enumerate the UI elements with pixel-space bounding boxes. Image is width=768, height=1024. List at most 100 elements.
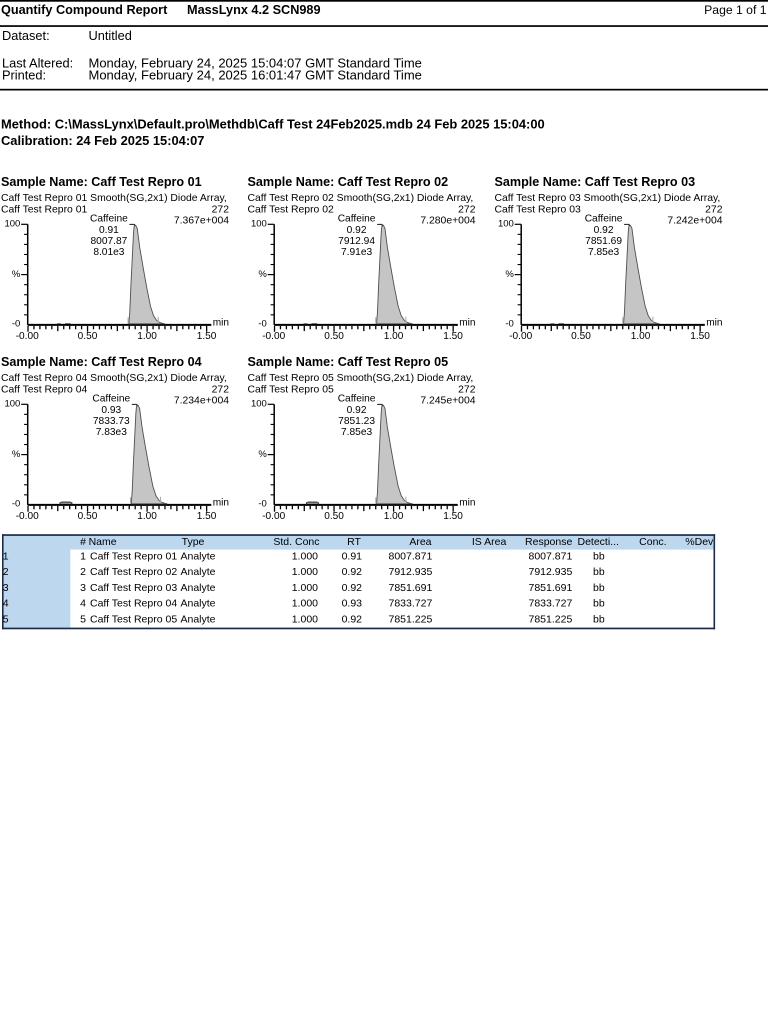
- svg-text:%: %: [258, 449, 267, 460]
- svg-text:Analyte: Analyte: [181, 582, 216, 594]
- svg-text:1: 1: [3, 551, 9, 563]
- svg-text:%Dev: %Dev: [685, 536, 714, 548]
- svg-text:1.000: 1.000: [292, 598, 318, 610]
- svg-text:7.83e3: 7.83e3: [96, 427, 127, 438]
- svg-text:Conc.: Conc.: [639, 536, 666, 548]
- svg-text:Untitled: Untitled: [89, 28, 132, 43]
- svg-text:272: 272: [212, 204, 230, 215]
- svg-text:0.50: 0.50: [78, 511, 98, 522]
- svg-text:0.92: 0.92: [347, 225, 367, 236]
- svg-text:5: 5: [3, 613, 9, 625]
- svg-text:Caff Test Repro 01: Caff Test Repro 01: [90, 551, 177, 563]
- svg-text:7912.94: 7912.94: [338, 236, 375, 247]
- svg-text:Detecti...: Detecti...: [578, 536, 619, 548]
- svg-text:100: 100: [251, 219, 267, 230]
- svg-text:bb: bb: [593, 582, 605, 594]
- svg-text:Type: Type: [182, 536, 205, 548]
- svg-text:min: min: [459, 498, 475, 509]
- svg-text:4: 4: [80, 598, 86, 610]
- svg-text:bb: bb: [593, 598, 605, 610]
- svg-text:1.50: 1.50: [443, 511, 463, 522]
- svg-text:7851.225: 7851.225: [389, 613, 433, 625]
- svg-text:Caff Test Repro 04 Smooth(SG,2: Caff Test Repro 04 Smooth(SG,2x1) Diode …: [1, 373, 227, 384]
- svg-text:%: %: [505, 269, 514, 280]
- svg-text:7.367e+004: 7.367e+004: [174, 215, 229, 226]
- svg-text:Caff Test Repro 04: Caff Test Repro 04: [90, 598, 177, 610]
- svg-text:5: 5: [80, 613, 86, 625]
- svg-text:7851.691: 7851.691: [389, 582, 433, 594]
- svg-text:2: 2: [3, 566, 9, 578]
- svg-text:8.01e3: 8.01e3: [93, 247, 124, 258]
- svg-text:Caff Test Repro 02: Caff Test Repro 02: [90, 566, 177, 578]
- svg-text:IS Area: IS Area: [472, 536, 507, 548]
- svg-text:1.00: 1.00: [137, 511, 157, 522]
- svg-text:Monday, February 24, 2025 16:0: Monday, February 24, 2025 16:01:47 GMT S…: [89, 68, 422, 83]
- svg-text:-0.00: -0.00: [262, 331, 285, 342]
- svg-text:3: 3: [80, 582, 86, 594]
- svg-text:0.92: 0.92: [342, 566, 363, 578]
- svg-text:7851.23: 7851.23: [338, 416, 375, 427]
- svg-text:7912.935: 7912.935: [389, 566, 433, 578]
- svg-text:Analyte: Analyte: [181, 613, 216, 625]
- svg-text:Caff Test Repro 05: Caff Test Repro 05: [248, 384, 334, 395]
- svg-text:1: 1: [80, 551, 86, 563]
- svg-text:7.234e+004: 7.234e+004: [174, 395, 229, 406]
- svg-text:min: min: [459, 318, 475, 329]
- svg-text:0.92: 0.92: [342, 613, 363, 625]
- svg-text:Caff Test Repro 03 Smooth(SG,2: Caff Test Repro 03 Smooth(SG,2x1) Diode …: [495, 193, 721, 204]
- svg-text:1.50: 1.50: [443, 331, 463, 342]
- svg-text:7833.73: 7833.73: [93, 416, 130, 427]
- svg-text:Caffeine: Caffeine: [90, 213, 128, 224]
- svg-text:Sample Name: Caff Test Repro 0: Sample Name: Caff Test Repro 01: [1, 175, 202, 189]
- svg-text:min: min: [213, 498, 229, 509]
- svg-text:272: 272: [458, 204, 476, 215]
- svg-text:100: 100: [4, 399, 20, 410]
- svg-text:-0: -0: [258, 319, 266, 330]
- svg-text:Sample Name: Caff Test Repro 0: Sample Name: Caff Test Repro 03: [495, 175, 696, 189]
- svg-text:1.00: 1.00: [384, 511, 404, 522]
- svg-text:%: %: [12, 449, 21, 460]
- svg-text:100: 100: [4, 219, 20, 230]
- svg-text:Sample Name: Caff Test Repro 0: Sample Name: Caff Test Repro 05: [248, 355, 449, 369]
- svg-text:Last Altered:: Last Altered:: [2, 55, 73, 70]
- svg-text:Method: C:\MassLynx\Default.pr: Method: C:\MassLynx\Default.pro\Methdb\C…: [1, 117, 545, 132]
- svg-text:Caff Test Repro 05 Smooth(SG,2: Caff Test Repro 05 Smooth(SG,2x1) Diode …: [248, 373, 474, 384]
- svg-text:min: min: [213, 318, 229, 329]
- svg-text:Page 1 of 1: Page 1 of 1: [704, 3, 767, 17]
- svg-text:0.92: 0.92: [347, 405, 367, 416]
- svg-text:Sample Name: Caff Test Repro 0: Sample Name: Caff Test Repro 04: [1, 355, 202, 369]
- svg-text:0.92: 0.92: [342, 582, 363, 594]
- svg-text:bb: bb: [593, 566, 605, 578]
- svg-text:Monday, February 24, 2025 15:0: Monday, February 24, 2025 15:04:07 GMT S…: [89, 55, 422, 70]
- svg-text:Sample Name: Caff Test Repro 0: Sample Name: Caff Test Repro 02: [248, 175, 449, 189]
- svg-text:272: 272: [212, 384, 230, 395]
- svg-text:Caff Test Repro 01 Smooth(SG,2: Caff Test Repro 01 Smooth(SG,2x1) Diode …: [1, 193, 227, 204]
- svg-text:Dataset:: Dataset:: [2, 28, 50, 43]
- svg-text:0.50: 0.50: [324, 331, 344, 342]
- svg-text:Caffeine: Caffeine: [338, 393, 376, 404]
- svg-text:0.92: 0.92: [594, 225, 614, 236]
- svg-text:Std. Conc: Std. Conc: [273, 536, 319, 548]
- svg-text:min: min: [706, 318, 722, 329]
- svg-text:Caff Test Repro 03: Caff Test Repro 03: [495, 204, 581, 215]
- svg-text:0.93: 0.93: [342, 598, 363, 610]
- svg-text:7.85e3: 7.85e3: [588, 247, 619, 258]
- svg-text:0.91: 0.91: [99, 225, 119, 236]
- svg-text:Analyte: Analyte: [181, 598, 216, 610]
- svg-text:-0: -0: [12, 499, 20, 510]
- svg-text:0.50: 0.50: [324, 511, 344, 522]
- svg-text:1.000: 1.000: [292, 613, 318, 625]
- svg-text:1.000: 1.000: [292, 582, 318, 594]
- svg-text:Caffeine: Caffeine: [338, 213, 376, 224]
- svg-text:Caff Test Repro 01: Caff Test Repro 01: [1, 204, 87, 215]
- svg-text:-0.00: -0.00: [509, 331, 532, 342]
- svg-text:Caff Test Repro 04: Caff Test Repro 04: [1, 384, 87, 395]
- svg-text:Analyte: Analyte: [181, 551, 216, 563]
- svg-text:1.50: 1.50: [197, 331, 217, 342]
- svg-text:Name: Name: [89, 536, 117, 548]
- svg-text:7.245e+004: 7.245e+004: [420, 395, 475, 406]
- svg-text:8007.871: 8007.871: [389, 551, 433, 563]
- svg-text:7851.225: 7851.225: [529, 613, 573, 625]
- svg-text:Printed:: Printed:: [2, 68, 46, 83]
- svg-text:-0.00: -0.00: [262, 511, 285, 522]
